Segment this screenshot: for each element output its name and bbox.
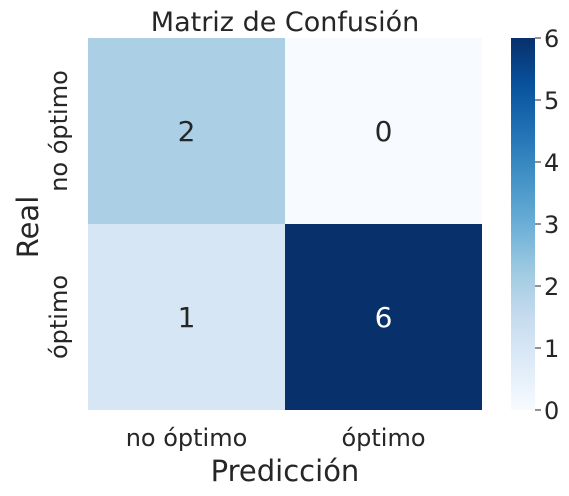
- y-tick-label: óptimo: [45, 275, 73, 359]
- colorbar: [511, 38, 535, 410]
- y-tick-label: no óptimo: [45, 70, 73, 192]
- cell-value-label: 2: [178, 115, 196, 148]
- heatmap-cell-labels: 2 01 6: [178, 115, 393, 334]
- cell-value-label: 0: [375, 115, 393, 148]
- x-axis-label: Predicción: [211, 454, 360, 488]
- colorbar-tick-label: 2: [544, 273, 559, 301]
- heatmap-cell-1-1: [285, 224, 482, 410]
- colorbar-tick-label: 0: [544, 397, 559, 425]
- heatmap-cell-0-1: [285, 38, 482, 224]
- x-tick-label: óptimo: [341, 424, 425, 452]
- cell-value-label: 1: [178, 301, 196, 334]
- colorbar-tick-label: 3: [544, 211, 559, 239]
- heatmap-cells: [88, 38, 482, 410]
- heatmap-cell-0-0: [88, 38, 285, 224]
- y-tick-labels: no óptimo óptimo: [45, 70, 73, 359]
- colorbar-tick-label: 6: [544, 25, 559, 53]
- colorbar-tick-label: 1: [544, 335, 559, 363]
- colorbar-tick-label: 5: [544, 87, 559, 115]
- x-tick-label: no óptimo: [126, 424, 248, 452]
- chart-title: Matriz de Confusión: [151, 7, 419, 38]
- heatmap-cell-1-0: [88, 224, 285, 410]
- colorbar-tick-label: 4: [544, 149, 559, 177]
- colorbar-ticks: 0 1 2 3 4 5 6: [535, 25, 559, 425]
- cell-value-label: 6: [375, 301, 393, 334]
- y-axis-label: Real: [11, 196, 45, 259]
- x-tick-labels: no óptimo óptimo: [126, 424, 426, 452]
